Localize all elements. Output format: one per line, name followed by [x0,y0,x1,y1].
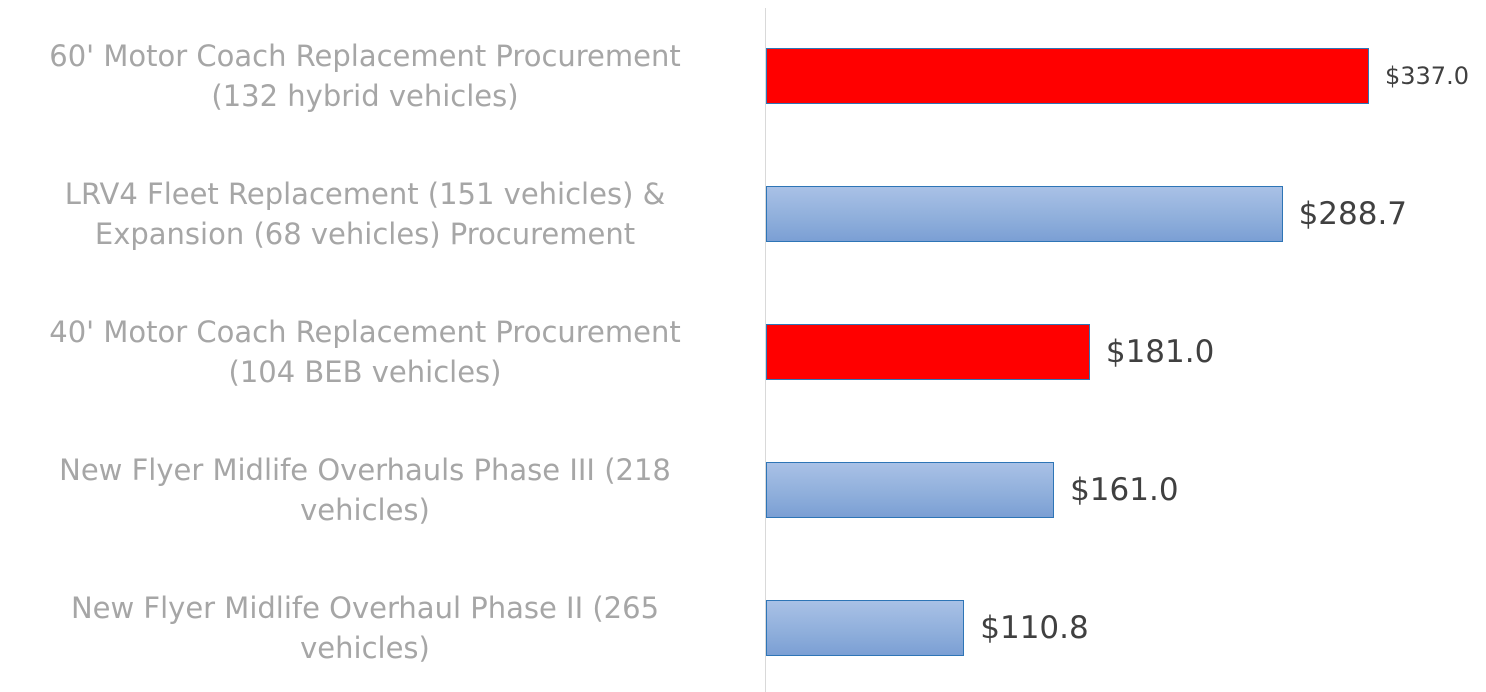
bar [766,462,1055,518]
value-label: $337.0 [1385,62,1469,90]
value-label: $110.8 [980,610,1089,646]
category-axis [765,8,766,692]
category-label: New Flyer Midlife Overhaul Phase II (265… [70,591,660,665]
bar [766,48,1369,104]
category-label: 40' Motor Coach Replacement Procurement … [49,315,681,389]
category-label: New Flyer Midlife Overhauls Phase III (2… [59,453,671,527]
bar [766,324,1090,380]
bar [766,186,1283,242]
category-label: 60' Motor Coach Replacement Procurement … [49,39,681,113]
category-label: LRV4 Fleet Replacement (151 vehicles) & … [64,177,666,251]
value-label: $288.7 [1298,196,1408,232]
value-label: $181.0 [1105,334,1215,370]
bar [766,600,965,656]
value-label: $161.0 [1070,472,1179,508]
